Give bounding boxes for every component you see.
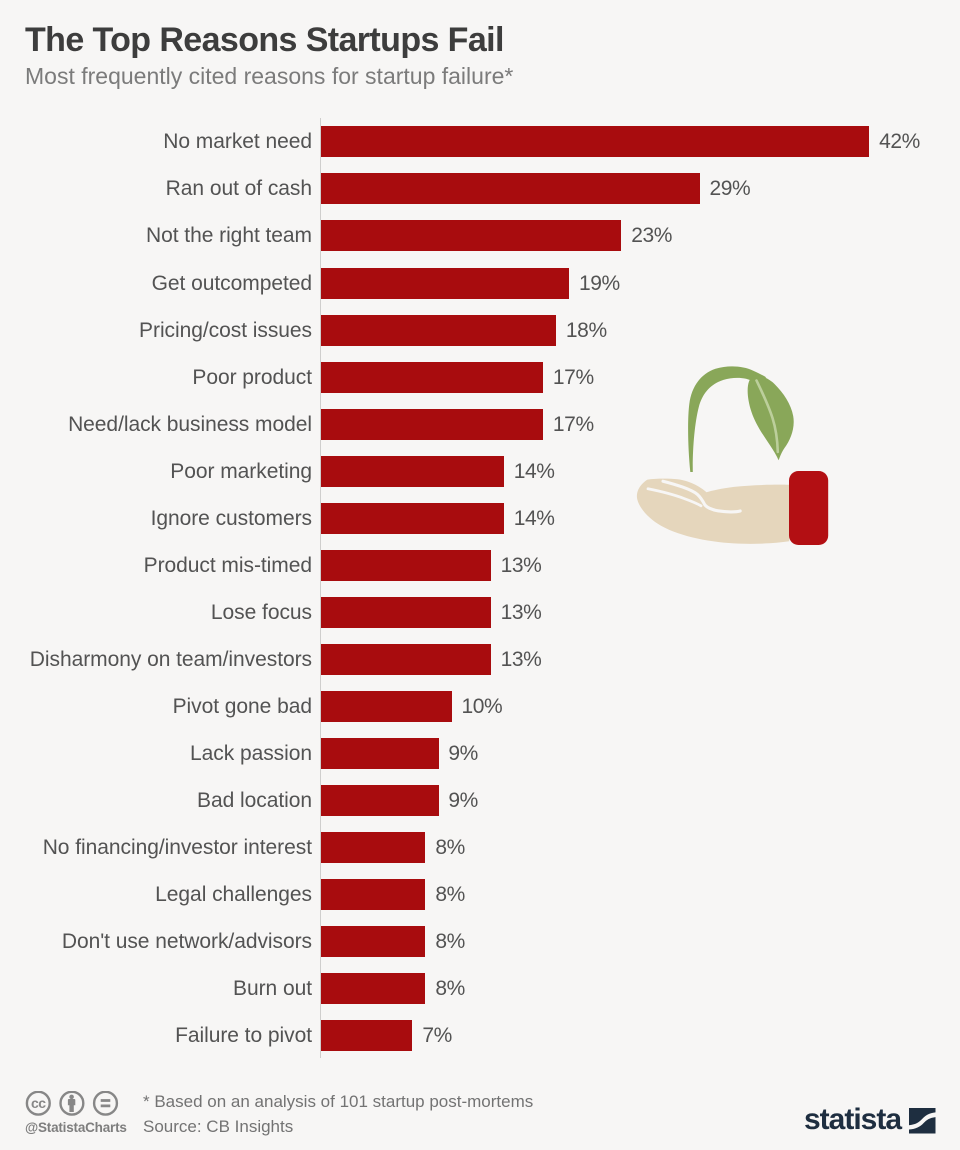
svg-text:cc: cc bbox=[31, 1095, 46, 1111]
